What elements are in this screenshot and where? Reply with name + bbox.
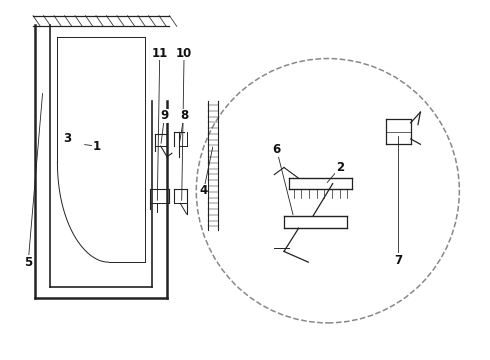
Text: 2: 2 (336, 161, 344, 174)
Text: 8: 8 (180, 109, 188, 122)
Text: 4: 4 (199, 184, 208, 197)
Text: 9: 9 (161, 109, 169, 122)
Text: 10: 10 (176, 47, 192, 60)
Text: 6: 6 (272, 143, 281, 156)
Text: 5: 5 (24, 256, 32, 269)
Text: 11: 11 (151, 47, 168, 60)
Text: 1: 1 (92, 140, 100, 153)
Text: 3: 3 (63, 132, 71, 145)
Text: 7: 7 (394, 254, 403, 267)
